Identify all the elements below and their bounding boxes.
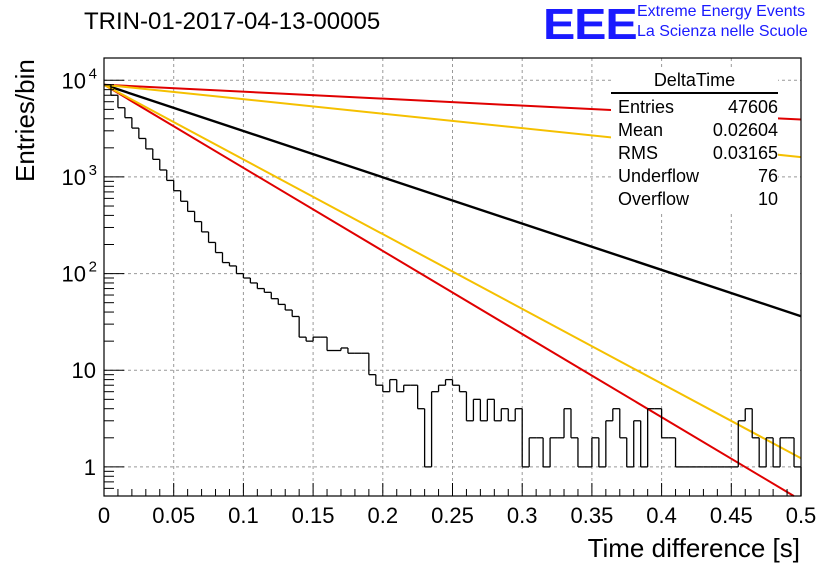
stats-box: DeltaTime Entries 47606 Mean 0.02604 RMS 0.…: [611, 70, 778, 211]
y-tick-label: 10: [62, 165, 86, 190]
x-tick-label: 0.2: [368, 503, 399, 528]
stats-row-rms: RMS 0.03165: [611, 142, 778, 165]
y-tick-exponent: 4: [89, 65, 97, 82]
x-tick-label: 0.15: [292, 503, 335, 528]
y-tick-label: 10: [72, 358, 96, 383]
stats-value: 0.02604: [712, 120, 778, 140]
histogram: [104, 84, 802, 496]
y-tick-exponent: 2: [89, 259, 97, 276]
stats-label: Entries: [618, 97, 675, 117]
axes: 0 0.05 0.1 0.15 0.2 0.25 0.3 0.35 0.4 0.45 0.5 1 10 1…: [62, 65, 817, 528]
stats-row-overflow: Overflow 10: [611, 188, 778, 211]
x-tick-label: 0: [98, 503, 110, 528]
x-tick-label: 0.4: [646, 503, 677, 528]
stats-label: Underflow: [618, 166, 700, 186]
fit-line-0: [103, 83, 802, 318]
y-tick-exponent: 3: [89, 162, 97, 179]
x-tick-label: 0.25: [431, 503, 474, 528]
stats-value: 0.03165: [712, 143, 778, 163]
stats-label: Overflow: [618, 189, 690, 209]
x-tick-label: 0.05: [152, 503, 195, 528]
stats-value: 47606: [727, 97, 778, 117]
stats-title: DeltaTime: [611, 70, 778, 94]
x-axis-label: Time difference [s]: [587, 533, 800, 563]
y-tick-label: 10: [62, 262, 86, 287]
stats-label: Mean: [618, 120, 664, 140]
x-tick-label: 0.35: [570, 503, 613, 528]
eee-logo: EEE: [543, 0, 638, 49]
fit-line-1: [103, 83, 795, 497]
stats-value: 10: [757, 189, 778, 209]
x-tick-label: 0.3: [507, 503, 538, 528]
stats-row-underflow: Underflow 76: [611, 165, 778, 188]
stats-row-mean: Mean 0.02604: [611, 119, 778, 142]
logo-subtitle: Extreme Energy Events La Scienza nelle S…: [637, 2, 808, 42]
stats-row-entries: Entries 47606: [611, 96, 778, 119]
x-tick-label: 0.1: [228, 503, 259, 528]
y-tick-label: 1: [84, 455, 96, 480]
y-tick-label: 10: [62, 68, 86, 93]
stats-value: 76: [757, 166, 778, 186]
stats-label: RMS: [618, 143, 658, 163]
fit-line-2: [103, 83, 802, 460]
chart-title: TRIN-01-2017-04-13-00005: [84, 8, 381, 35]
logo-line-2: La Scienza nelle Scuole: [637, 23, 808, 40]
x-tick-label: 0.5: [786, 503, 817, 528]
logo-line-1: Extreme Energy Events: [637, 3, 806, 20]
y-axis-label: Entries/bin: [10, 59, 40, 182]
x-tick-label: 0.45: [710, 503, 753, 528]
